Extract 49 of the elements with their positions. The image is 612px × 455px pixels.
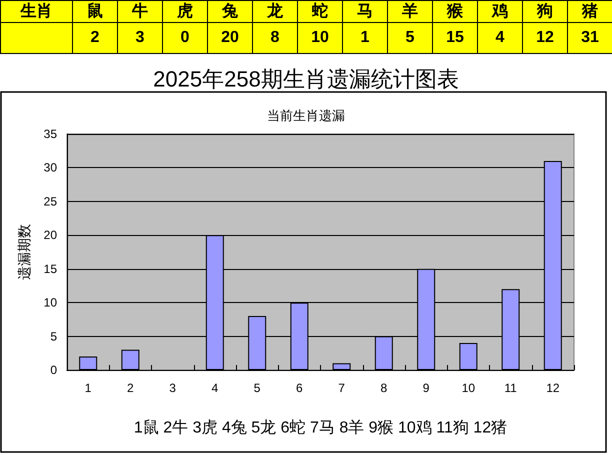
x-axis-title: 1鼠 2牛 3虎 4兔 5龙 6蛇 7马 8羊 9猴 10鸡 11狗 12猪 <box>134 418 508 436</box>
data-label: 3 <box>118 22 162 54</box>
x-tick-label: 4 <box>212 381 219 395</box>
data-label: 0 <box>162 22 208 54</box>
y-tick-label: 15 <box>44 262 58 276</box>
category-label: 牛 <box>118 0 162 22</box>
data-label: 12 <box>522 22 568 54</box>
category-label: 羊 <box>388 0 432 22</box>
category-label: 猴 <box>432 0 478 22</box>
category-label: 蛇 <box>298 0 342 22</box>
data-label: 10 <box>298 22 342 54</box>
data-label: 5 <box>388 22 432 54</box>
x-tick-label: 6 <box>296 381 304 395</box>
data-label: 31 <box>568 22 612 54</box>
data-label: 4 <box>478 22 522 54</box>
x-tick-label: 10 <box>462 381 476 395</box>
x-tick-label: 11 <box>504 381 518 395</box>
text: 生肖 <box>0 0 72 22</box>
y-tick-label: 10 <box>44 296 58 310</box>
y-tick-label: 35 <box>44 127 58 141</box>
data-label: 1 <box>342 22 388 54</box>
x-tick-label: 7 <box>338 381 346 395</box>
x-tick-label: 12 <box>546 381 560 395</box>
y-tick-label: 30 <box>44 160 58 175</box>
category-label: 猪 <box>568 0 612 22</box>
chart-title: 2025年258期生肖遗漏统计图表 <box>153 66 459 92</box>
y-axis-title: 遗漏期数 <box>16 224 32 280</box>
chart-subtitle: 当前生肖遗漏 <box>267 108 345 123</box>
data-label: 2 <box>72 22 118 54</box>
y-tick-label: 5 <box>50 329 58 344</box>
category-label: 鼠 <box>72 0 118 22</box>
category-label: 龙 <box>252 0 298 22</box>
category-label: 狗 <box>522 0 568 22</box>
category-label: 兔 <box>208 0 252 22</box>
y-tick-label: 20 <box>44 228 58 242</box>
category-label: 马 <box>342 0 388 22</box>
x-tick-label: 9 <box>422 381 430 395</box>
x-tick-label: 5 <box>254 381 261 395</box>
x-tick-label: 8 <box>380 381 388 395</box>
y-tick-label: 25 <box>44 194 58 208</box>
x-tick-label: 2 <box>127 381 134 395</box>
x-tick-label: 3 <box>169 381 176 395</box>
data-label: 8 <box>252 22 298 54</box>
y-tick-label: 0 <box>50 363 58 377</box>
category-label: 虎 <box>162 0 208 22</box>
data-label: 20 <box>208 22 252 54</box>
category-label: 鸡 <box>478 0 522 22</box>
data-label: 15 <box>432 22 478 54</box>
x-tick-label: 1 <box>84 381 92 395</box>
